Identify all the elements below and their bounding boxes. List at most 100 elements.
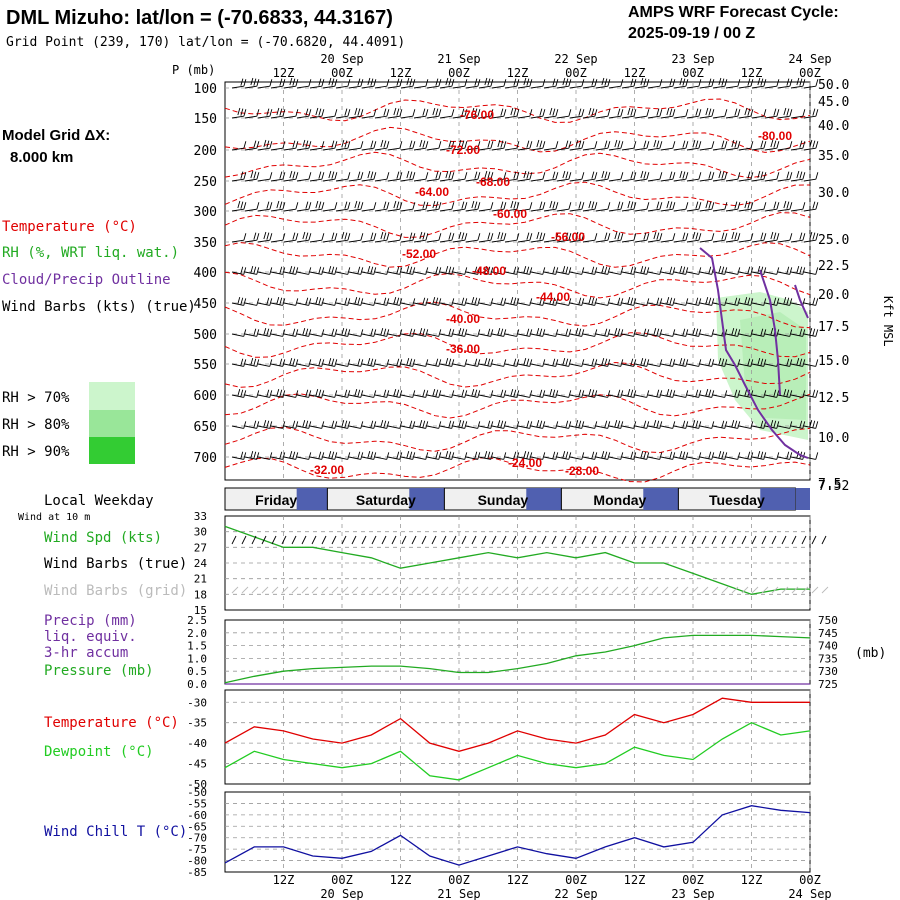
surface-wind-barb: [811, 535, 817, 545]
wind-barb-feather: [321, 79, 325, 87]
grid-wind-barb: [561, 586, 569, 594]
pressure-tick-label: 650: [194, 420, 217, 435]
wind-barb-feather: [497, 328, 501, 336]
wind-barb-staff: [270, 147, 283, 151]
wind-barb-staff: [413, 363, 426, 367]
wind-barb-feather: [266, 232, 270, 240]
wind-barb-feather: [380, 420, 384, 428]
wind-barb-feather: [474, 358, 478, 366]
wind-barb-feather: [464, 329, 468, 337]
wind-barb-feather: [581, 421, 585, 429]
wind-barb-feather: [240, 389, 244, 397]
rh90-swatch: [89, 437, 135, 464]
wind-barb-feather: [562, 358, 566, 366]
wind-barb-staff: [803, 208, 816, 212]
wind-barb-staff: [257, 394, 270, 398]
wind-barb-feather: [695, 420, 699, 428]
wind-barb-feather: [542, 329, 546, 337]
wind-barb-feather: [643, 420, 647, 428]
wind-barb-feather: [360, 329, 364, 337]
wind-barb-feather: [305, 297, 309, 305]
wind-barb-staff: [595, 302, 608, 306]
wind-barb-staff: [530, 394, 543, 398]
wind-barb-feather: [789, 233, 793, 241]
wind-barb-feather: [289, 170, 293, 179]
wind-barb-staff: [348, 85, 361, 89]
wind-barb-feather: [601, 451, 605, 459]
wind-barb-feather: [253, 451, 257, 459]
wind-barb-feather: [705, 107, 709, 116]
wind-barb-feather: [776, 390, 780, 398]
wind-barb-feather: [445, 266, 449, 274]
wind-barb-staff: [244, 147, 257, 151]
wind-barb-staff: [335, 363, 348, 367]
grid-wind-barb: [541, 586, 549, 594]
wind-barb-feather: [594, 79, 598, 87]
wind-barb-staff: [790, 208, 803, 212]
wind-barb-staff: [556, 178, 569, 182]
wind-barb-staff: [660, 333, 673, 337]
wind-barb-feather: [409, 232, 413, 240]
wind-barb-feather: [458, 231, 462, 240]
y-tick-label: 21: [194, 573, 207, 586]
wind-barb-feather: [383, 140, 387, 148]
wind-barb-feather: [438, 202, 442, 210]
wind-barb-feather: [451, 202, 455, 210]
wind-barb-staff: [790, 178, 803, 182]
wind-barb-feather: [513, 171, 517, 179]
wind-barb-feather: [484, 358, 488, 366]
wind-barb-feather: [503, 329, 507, 337]
wind-barb-feather: [500, 420, 504, 428]
wind-barb-feather: [672, 141, 676, 149]
wind-barb-feather: [341, 328, 345, 336]
wind-barb-feather: [542, 421, 546, 429]
y-tick-label: 0.5: [187, 665, 207, 678]
wind-barb-staff: [634, 239, 647, 243]
wind-barb-feather: [620, 329, 624, 337]
wind-barb-feather: [399, 172, 403, 180]
temperature-contour: [224, 181, 811, 207]
wind-barb-feather: [529, 421, 533, 429]
wind-barb-feather: [331, 420, 335, 428]
y-tick-label: 24: [194, 557, 208, 570]
y-tick-label: -50: [187, 778, 207, 791]
wind-barb-staff: [621, 85, 634, 89]
wind-barb-feather: [360, 79, 364, 87]
wind-barb-feather: [399, 267, 403, 275]
surface-wind-barb: [631, 535, 637, 545]
wind-barb-feather: [724, 329, 728, 337]
wind-barb-feather: [396, 358, 400, 366]
wind-barb-feather: [412, 109, 416, 117]
wind-barb-staff: [777, 271, 790, 275]
wind-barb-staff: [413, 208, 426, 212]
wind-barb-staff: [322, 208, 335, 212]
wind-barb-feather: [344, 420, 348, 428]
wind-barb-staff: [751, 425, 764, 429]
wind-barb-feather: [282, 329, 286, 337]
wind-barb-feather: [542, 452, 546, 460]
wind-barb-feather: [672, 267, 676, 275]
wind-barb-feather: [789, 421, 793, 429]
wind-barb-feather: [386, 172, 390, 180]
wind-barb-feather: [562, 170, 566, 179]
wind-barb-feather: [601, 77, 605, 86]
wind-barb-feather: [685, 202, 689, 210]
wind-barb-feather: [490, 452, 494, 460]
top-date-labels: 20 Sep 21 Sep 22 Sep 23 Sep 24 Sep: [320, 52, 831, 66]
wind-barb-feather: [464, 359, 468, 367]
wind-barb-feather: [711, 452, 715, 460]
wind-barb-feather: [373, 329, 377, 337]
wind-barb-feather: [464, 202, 468, 210]
wind-barb-feather: [451, 452, 455, 460]
wind-barb-feather: [292, 451, 296, 459]
wind-barb-feather: [425, 267, 429, 275]
wind-barb-feather: [318, 266, 322, 274]
bottom-hour-label: 12Z: [507, 873, 529, 887]
wind-barb-staff: [543, 208, 556, 212]
wind-barb-feather: [568, 172, 572, 180]
wind-barb-feather: [760, 358, 764, 366]
wind-barb-staff: [543, 456, 556, 460]
wind-barb-staff: [400, 208, 413, 212]
wind-barb-staff: [738, 178, 751, 182]
